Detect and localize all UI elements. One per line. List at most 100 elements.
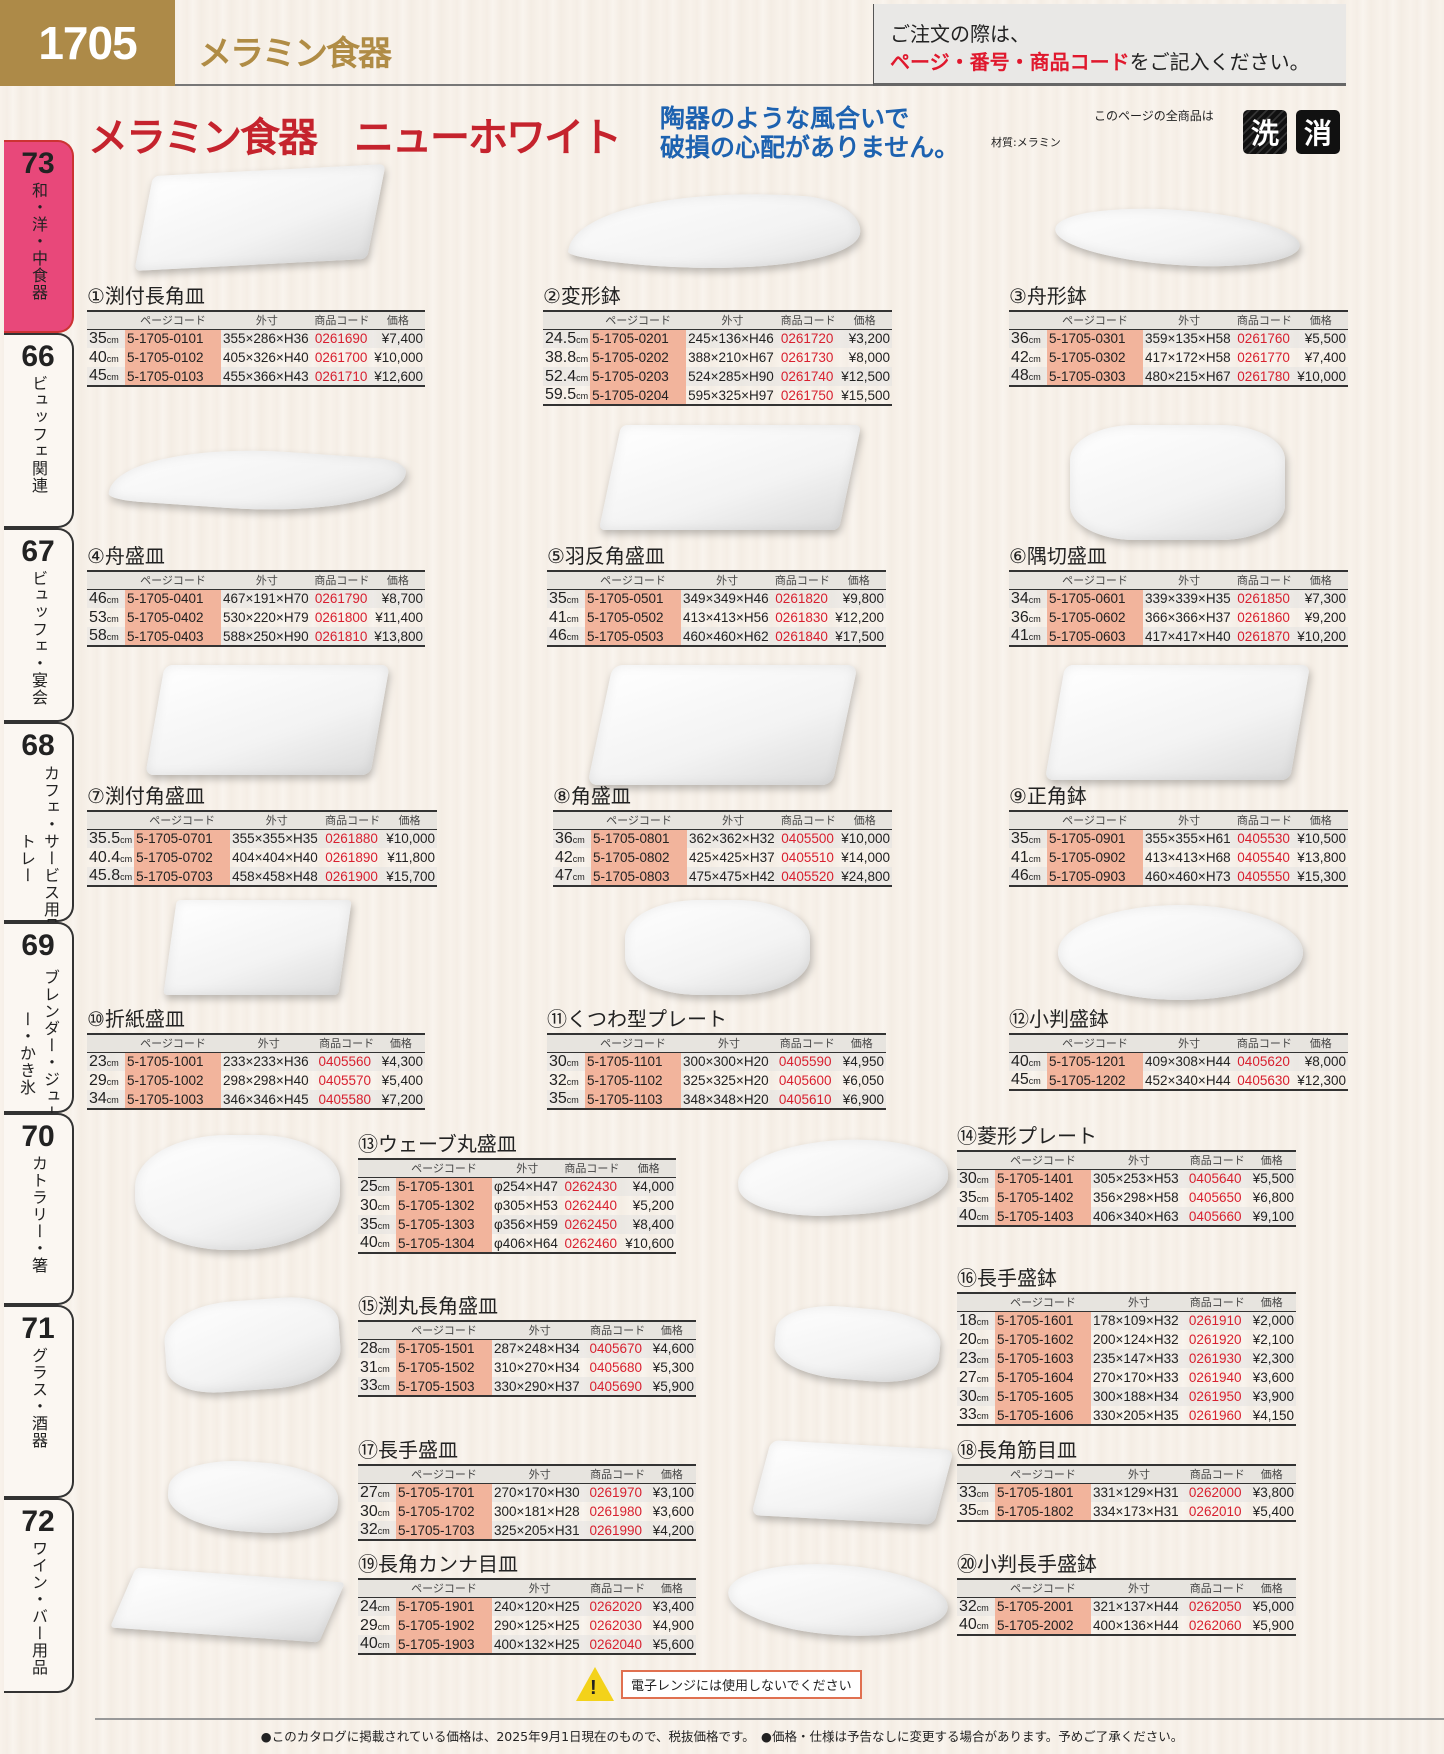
page-code[interactable]: 5-1705-1304 xyxy=(396,1234,492,1253)
page-code[interactable]: 5-1705-1301 xyxy=(396,1177,492,1196)
item-code[interactable]: 0261840 xyxy=(773,627,832,646)
page-code[interactable]: 5-1705-1801 xyxy=(995,1483,1091,1502)
item-code[interactable]: 0405590 xyxy=(776,1052,838,1071)
page-code[interactable]: 5-1705-1802 xyxy=(995,1502,1091,1521)
item-code[interactable]: 0262010 xyxy=(1188,1503,1242,1519)
page-code[interactable]: 5-1705-0601 xyxy=(1047,589,1143,608)
page-code[interactable]: 5-1705-2002 xyxy=(995,1616,1091,1635)
page-code[interactable]: 5-1705-0204 xyxy=(590,386,687,405)
item-code[interactable]: 0261930 xyxy=(1186,1349,1248,1368)
page-code[interactable]: 5-1705-1605 xyxy=(995,1387,1091,1406)
item-code[interactable]: 0261940 xyxy=(1188,1370,1242,1385)
page-code[interactable]: 5-1705-0402 xyxy=(125,608,221,627)
page-code[interactable]: 5-1705-1503 xyxy=(396,1377,492,1396)
page-code[interactable]: 5-1705-1101 xyxy=(585,1052,681,1071)
page-code[interactable]: 5-1705-0902 xyxy=(1047,848,1143,867)
page-code[interactable]: 5-1705-1201 xyxy=(1047,1052,1143,1071)
page-code[interactable]: 5-1705-1903 xyxy=(396,1635,492,1654)
side-tab-69[interactable]: 69 ブレンダー・ジューサー・かき氷 xyxy=(4,922,74,1139)
side-tab-73[interactable]: 73 和・洋・中食器 xyxy=(4,140,74,333)
item-code[interactable]: 0405610 xyxy=(776,1090,838,1109)
item-code[interactable]: 0405560 xyxy=(316,1052,377,1071)
item-code[interactable]: 0405640 xyxy=(1186,1169,1248,1188)
item-code[interactable]: 0262430 xyxy=(562,1177,622,1196)
item-code[interactable]: 0262440 xyxy=(564,1198,618,1213)
item-code[interactable]: 0261980 xyxy=(589,1504,643,1519)
page-code[interactable]: 5-1705-0202 xyxy=(590,348,687,367)
item-code[interactable]: 0261730 xyxy=(780,350,834,365)
item-code[interactable]: 0262050 xyxy=(1186,1597,1248,1616)
page-code[interactable]: 5-1705-1401 xyxy=(995,1169,1091,1188)
item-code[interactable]: 0405580 xyxy=(316,1090,377,1109)
page-code[interactable]: 5-1705-0803 xyxy=(591,867,687,886)
item-code[interactable]: 0261760 xyxy=(1235,329,1294,348)
item-code[interactable]: 0261910 xyxy=(1186,1311,1248,1330)
item-code[interactable]: 0261950 xyxy=(1186,1387,1248,1406)
page-code[interactable]: 5-1705-1604 xyxy=(995,1368,1091,1387)
page-code[interactable]: 5-1705-0203 xyxy=(590,367,687,386)
page-code[interactable]: 5-1705-1303 xyxy=(396,1215,492,1234)
page-code[interactable]: 5-1705-1602 xyxy=(995,1330,1091,1349)
page-code[interactable]: 5-1705-0702 xyxy=(134,848,231,867)
page-code[interactable]: 5-1705-1603 xyxy=(995,1349,1091,1368)
item-code[interactable]: 0405630 xyxy=(1237,1072,1290,1088)
page-code[interactable]: 5-1705-0901 xyxy=(1047,829,1143,848)
page-code[interactable]: 5-1705-1901 xyxy=(396,1597,492,1616)
item-code[interactable]: 0261750 xyxy=(780,387,834,403)
page-code[interactable]: 5-1705-1501 xyxy=(396,1339,492,1358)
item-code[interactable]: 0261920 xyxy=(1188,1332,1242,1347)
item-code[interactable]: 0261740 xyxy=(778,367,838,386)
item-code[interactable]: 0262060 xyxy=(1188,1617,1242,1633)
page-code[interactable]: 5-1705-0703 xyxy=(134,867,231,886)
item-code[interactable]: 0261830 xyxy=(775,610,828,625)
page-code[interactable]: 5-1705-0102 xyxy=(125,348,221,367)
page-code[interactable]: 5-1705-1702 xyxy=(396,1502,492,1521)
item-code[interactable]: 0262450 xyxy=(562,1215,622,1234)
page-code[interactable]: 5-1705-1502 xyxy=(396,1358,492,1377)
page-code[interactable]: 5-1705-1606 xyxy=(995,1406,1091,1425)
page-code[interactable]: 5-1705-1402 xyxy=(995,1188,1091,1207)
page-code[interactable]: 5-1705-0602 xyxy=(1047,608,1143,627)
page-code[interactable]: 5-1705-1002 xyxy=(125,1071,221,1090)
item-code[interactable]: 0261970 xyxy=(587,1483,648,1502)
item-code[interactable]: 0261700 xyxy=(314,350,368,365)
item-code[interactable]: 0405680 xyxy=(589,1360,643,1375)
item-code[interactable]: 0261790 xyxy=(312,589,371,608)
item-code[interactable]: 0261800 xyxy=(314,610,368,625)
item-code[interactable]: 0261880 xyxy=(323,829,383,848)
page-code[interactable]: 5-1705-0201 xyxy=(590,329,687,348)
page-code[interactable]: 5-1705-1902 xyxy=(396,1616,492,1635)
page-code[interactable]: 5-1705-1403 xyxy=(995,1207,1091,1226)
page-code[interactable]: 5-1705-1001 xyxy=(125,1052,221,1071)
page-code[interactable]: 5-1705-1102 xyxy=(585,1071,681,1090)
item-code[interactable]: 0405550 xyxy=(1235,867,1294,886)
item-code[interactable]: 0405600 xyxy=(778,1073,832,1088)
item-code[interactable]: 0405510 xyxy=(781,850,834,865)
item-code[interactable]: 0261710 xyxy=(312,367,371,386)
item-code[interactable]: 0261720 xyxy=(778,329,838,348)
page-code[interactable]: 5-1705-0802 xyxy=(591,848,687,867)
side-tab-72[interactable]: 72 ワイン・バー用品 xyxy=(4,1498,74,1693)
page-code[interactable]: 5-1705-1601 xyxy=(995,1311,1091,1330)
item-code[interactable]: 0262000 xyxy=(1186,1483,1248,1502)
item-code[interactable]: 0261990 xyxy=(587,1521,648,1540)
page-code[interactable]: 5-1705-0103 xyxy=(125,367,221,386)
item-code[interactable]: 0405540 xyxy=(1237,850,1290,865)
side-tab-71[interactable]: 71 グラス・酒器 xyxy=(4,1305,74,1498)
page-code[interactable]: 5-1705-0302 xyxy=(1047,348,1143,367)
item-code[interactable]: 0261870 xyxy=(1235,627,1294,646)
item-code[interactable]: 0262030 xyxy=(589,1618,643,1633)
item-code[interactable]: 0405670 xyxy=(587,1339,648,1358)
page-code[interactable]: 5-1705-2001 xyxy=(995,1597,1091,1616)
page-code[interactable]: 5-1705-0501 xyxy=(585,589,681,608)
page-code[interactable]: 5-1705-0403 xyxy=(125,627,221,646)
item-code[interactable]: 0261960 xyxy=(1188,1407,1242,1423)
item-code[interactable]: 0262020 xyxy=(587,1597,648,1616)
page-code[interactable]: 5-1705-0701 xyxy=(134,829,231,848)
item-code[interactable]: 0261820 xyxy=(773,589,832,608)
item-code[interactable]: 0261860 xyxy=(1237,610,1290,625)
side-tab-66[interactable]: 66 ビュッフェ関連 xyxy=(4,333,74,528)
page-code[interactable]: 5-1705-0301 xyxy=(1047,329,1143,348)
page-code[interactable]: 5-1705-0401 xyxy=(125,589,221,608)
page-code[interactable]: 5-1705-1103 xyxy=(585,1090,681,1109)
